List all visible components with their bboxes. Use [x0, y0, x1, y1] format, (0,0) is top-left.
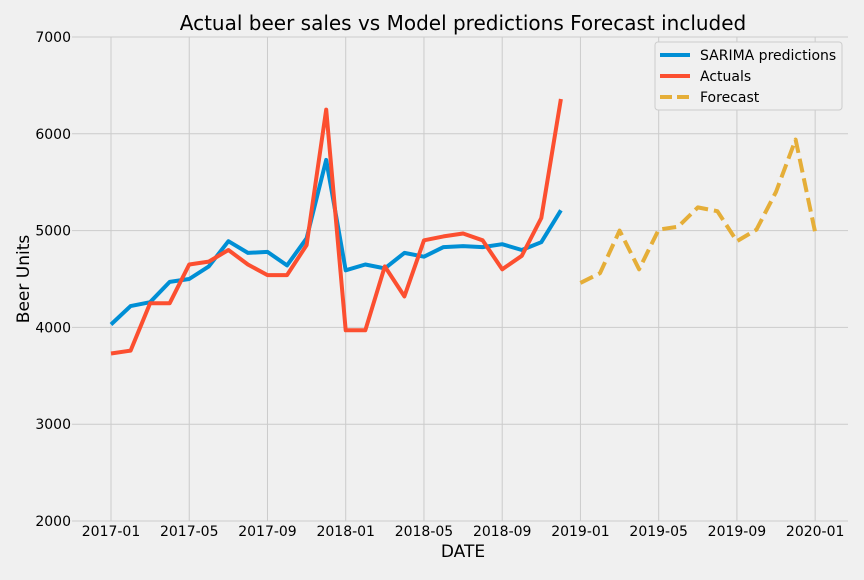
y-axis-label: Beer Units: [14, 235, 34, 324]
y-tick-label: 5000: [35, 224, 71, 240]
x-axis-label: DATE: [441, 542, 485, 562]
x-tick-label: 2019-05: [629, 524, 688, 540]
x-tick-label: 2018-09: [473, 524, 532, 540]
legend-label-forecast: Forecast: [700, 90, 760, 106]
x-tick-label: 2020-01: [786, 524, 845, 540]
y-tick-label: 6000: [35, 127, 71, 143]
legend-box: [654, 41, 843, 111]
x-tick-label: 2019-09: [708, 524, 767, 540]
series-line-actuals: [110, 98, 563, 356]
y-axis-ticks: 2000 3000 4000 5000 6000 7000: [35, 30, 71, 530]
legend-items: SARIMA predictions Actuals Forecast: [660, 48, 836, 106]
chart-title: Actual beer sales vs Model predictions F…: [180, 11, 747, 35]
legend: SARIMA predictions Actuals Forecast: [654, 41, 843, 111]
x-tick-label: 2017-09: [238, 524, 297, 540]
series-line-forecast: [579, 137, 818, 285]
y-tick-label: 4000: [35, 320, 71, 336]
x-axis-ticks: 2017-01 2017-05 2017-09 2018-01 2018-05 2018-…: [82, 524, 845, 540]
y-tick-label: 2000: [35, 514, 71, 530]
series-lines: [109, 98, 818, 356]
grid: [72, 36, 848, 522]
x-tick-label: 2018-01: [316, 524, 375, 540]
x-tick-label: 2017-01: [82, 524, 141, 540]
x-tick-label: 2018-05: [395, 524, 454, 540]
y-tick-label: 3000: [35, 417, 71, 433]
legend-label-sarima-predictions: SARIMA predictions: [700, 48, 836, 64]
x-tick-label: 2017-05: [160, 524, 219, 540]
y-tick-label: 7000: [35, 30, 71, 46]
x-tick-label: 2019-01: [551, 524, 610, 540]
legend-label-actuals: Actuals: [700, 69, 751, 85]
